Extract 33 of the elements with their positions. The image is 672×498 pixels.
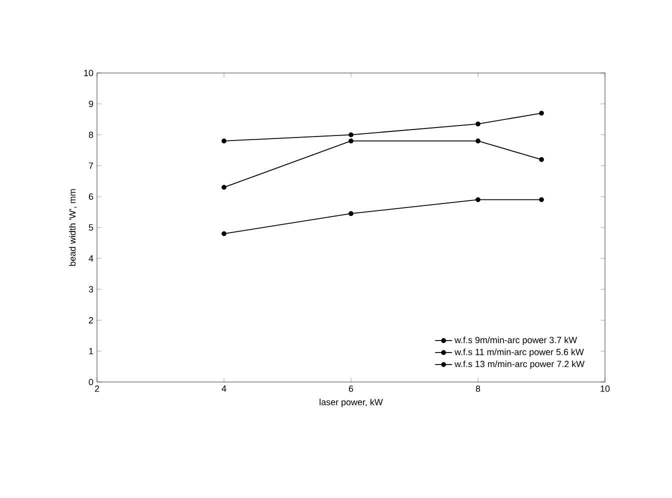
legend-label: w.f.s 13 m/min-arc power 7.2 kW xyxy=(454,360,585,369)
y-tick-label: 6 xyxy=(88,193,94,200)
y-tick-label: 7 xyxy=(88,162,94,169)
y-tick-label: 0 xyxy=(88,378,94,386)
point xyxy=(348,211,354,216)
point xyxy=(222,231,226,236)
legend-label: w.f.s 11 m/min-arc power 5.6 kW xyxy=(454,348,584,357)
y-tick-label: 4 xyxy=(88,255,94,262)
x-tick-label: 2 xyxy=(94,386,100,392)
y-tick-label: 10 xyxy=(84,70,94,76)
point xyxy=(476,122,480,126)
y-axis-title: bead width 'W', mm xyxy=(69,189,77,266)
point xyxy=(348,138,354,144)
x-tick-label: 10 xyxy=(600,386,610,392)
point xyxy=(539,157,544,162)
point xyxy=(222,184,226,190)
x-tick-label: 6 xyxy=(348,386,354,392)
y-tick-label: 1 xyxy=(89,348,94,354)
x-tick-label: 4 xyxy=(222,386,226,392)
legend-label: w.f.s 9m/min-arc power 3.7 kW xyxy=(454,336,578,345)
point xyxy=(476,197,480,202)
point xyxy=(348,132,354,138)
point xyxy=(222,138,226,144)
y-tick-label: 8 xyxy=(88,132,94,138)
y-tick-label: 3 xyxy=(88,286,94,292)
point xyxy=(539,110,544,116)
y-tick-label: 5 xyxy=(88,224,94,231)
x-axis-title: laser power, kW xyxy=(320,398,383,408)
x-tick-label: 8 xyxy=(476,386,480,392)
point xyxy=(539,197,544,202)
y-tick-label: 2 xyxy=(88,317,94,324)
y-tick-label: 9 xyxy=(88,100,94,108)
point xyxy=(476,138,480,144)
